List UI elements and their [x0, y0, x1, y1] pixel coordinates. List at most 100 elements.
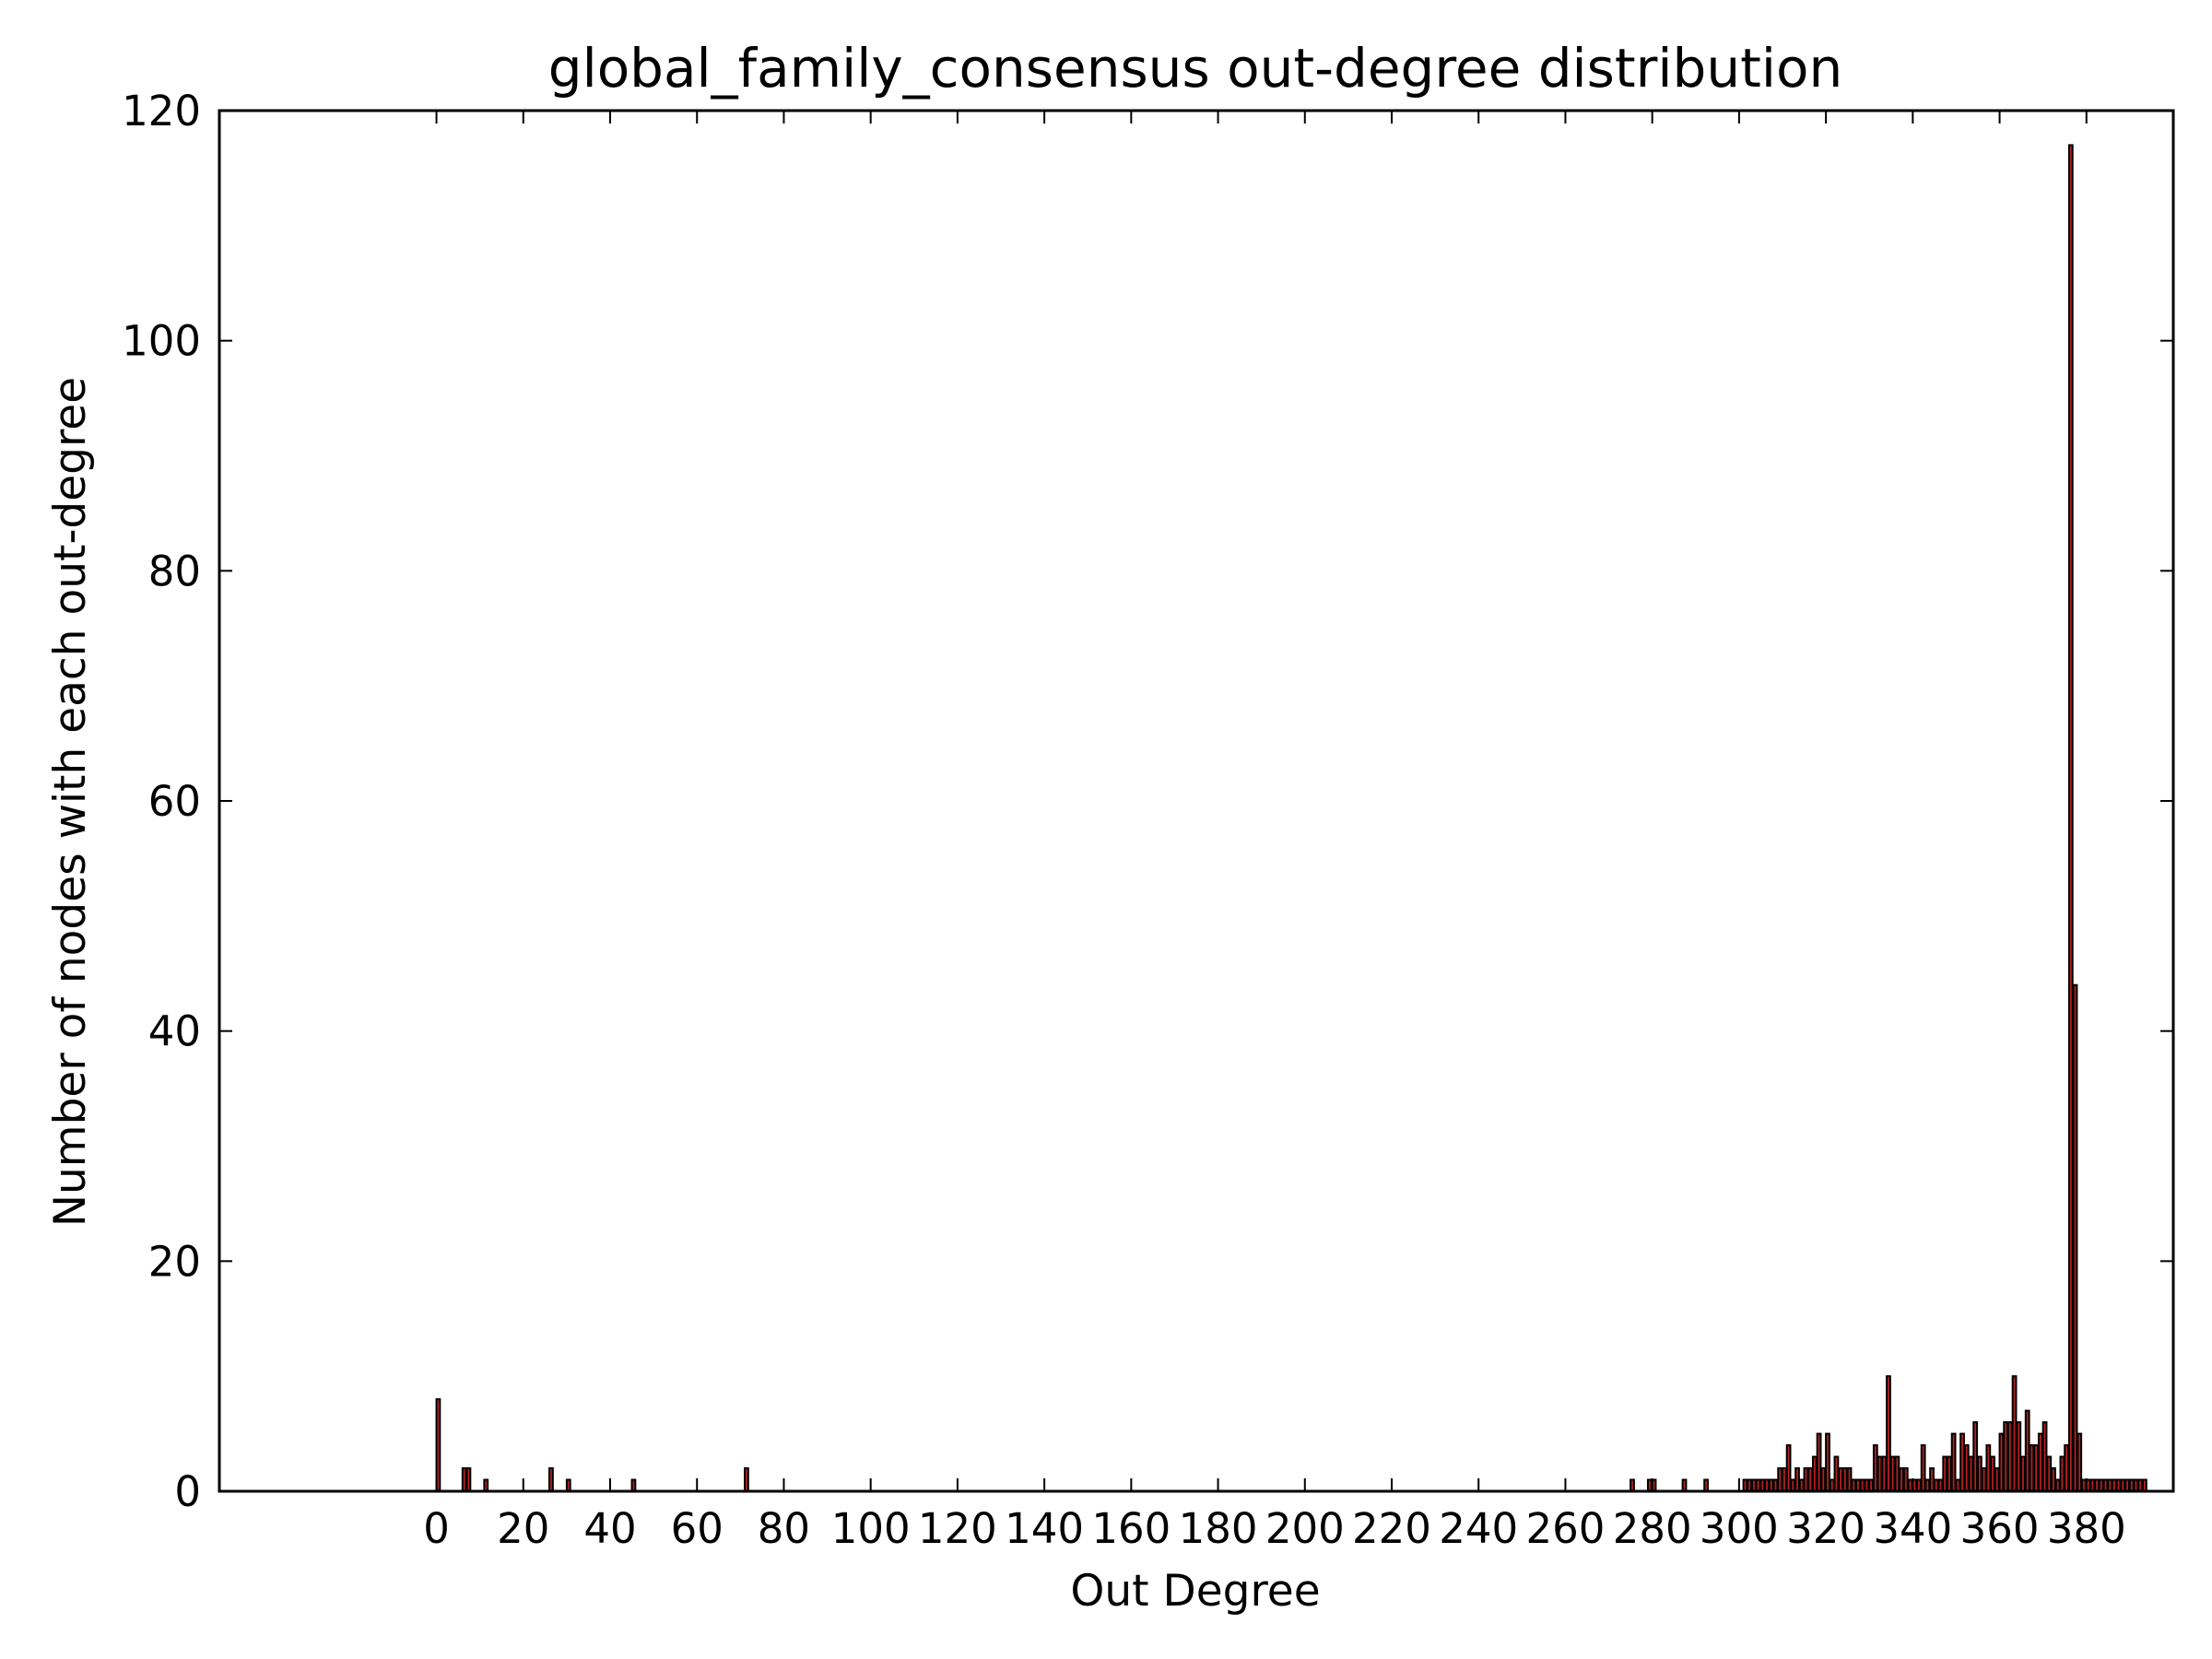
- bar-degree-348: [1947, 1455, 1952, 1493]
- bar-degree-301: [1742, 1478, 1748, 1493]
- bar-degree-364: [2016, 1421, 2022, 1492]
- bar-degree-381: [2089, 1478, 2096, 1493]
- bar-degree-390: [2128, 1478, 2135, 1493]
- ticks-group: 0 20 40 60 80 100 120 140 160 180 200 220 240 260 280 3…: [122, 87, 2173, 1553]
- bar-degree-362: [2006, 1421, 2013, 1492]
- x-tick-label-340: 340: [1873, 1504, 1952, 1553]
- x-tick-label-280: 280: [1613, 1504, 1692, 1553]
- bar-degree-376: [2067, 144, 2074, 1493]
- bar-degree-370: [2041, 1421, 2048, 1492]
- bar-degree-345: [1933, 1478, 1939, 1493]
- bar-degree-279: [1646, 1478, 1653, 1493]
- x-tick-label-80: 80: [758, 1504, 810, 1553]
- bar-degree-311: [1785, 1444, 1792, 1492]
- bar-degree-346: [1937, 1478, 1944, 1493]
- y-tick-label-40: 40: [148, 1007, 201, 1056]
- bar-degree-330: [1868, 1478, 1874, 1493]
- bar-degree-312: [1790, 1478, 1796, 1493]
- x-axis-label: Out Degree: [1070, 1566, 1320, 1617]
- bar-degree-71: [744, 1467, 749, 1492]
- bar-degree-343: [1924, 1478, 1931, 1493]
- bar-degree-344: [1929, 1467, 1935, 1492]
- bar-degree-366: [2024, 1409, 2030, 1493]
- bar-degree-30: [565, 1478, 571, 1493]
- bar-degree-374: [2059, 1455, 2065, 1493]
- y-tick-label-120: 120: [122, 87, 201, 135]
- bar-degree-382: [2094, 1478, 2100, 1493]
- bar-degree-387: [2115, 1478, 2122, 1493]
- bar-degree-385: [2107, 1478, 2113, 1493]
- x-tick-label-0: 0: [423, 1504, 450, 1553]
- bar-degree-335: [1889, 1455, 1896, 1493]
- bar-degree-11: [483, 1478, 489, 1493]
- bar-degree-315: [1803, 1467, 1809, 1492]
- bar-degree-379: [2081, 1478, 2087, 1493]
- x-tick-label-60: 60: [671, 1504, 724, 1553]
- bar-degree-393: [2142, 1478, 2147, 1493]
- bar-degree-314: [1798, 1478, 1805, 1493]
- bar-degree-375: [2064, 1444, 2069, 1492]
- bar-degree-354: [1972, 1421, 1979, 1492]
- bar-degree-357: [1985, 1444, 1992, 1492]
- bar-degree-306: [1764, 1478, 1770, 1493]
- bar-degree-342: [1920, 1444, 1926, 1492]
- bar-degree-386: [2112, 1478, 2117, 1493]
- bar-degree-305: [1759, 1478, 1766, 1493]
- bar-degree-334: [1886, 1375, 1891, 1492]
- bar-degree-350: [1955, 1478, 1961, 1493]
- x-tick-label-160: 160: [1091, 1504, 1171, 1553]
- bar-degree-383: [2098, 1478, 2104, 1493]
- bar-degree-356: [1981, 1467, 1987, 1492]
- x-tick-label-360: 360: [1960, 1504, 2040, 1553]
- bar-degree-303: [1751, 1478, 1757, 1493]
- bar-degree-368: [2033, 1444, 2040, 1492]
- bar-degree-310: [1782, 1467, 1787, 1492]
- y-axis-label: Number of nodes with each out-degree: [45, 377, 96, 1227]
- bar-degree-336: [1894, 1455, 1900, 1493]
- bar-degree-325: [1846, 1467, 1853, 1492]
- bar-degree-7: [465, 1467, 472, 1492]
- bar-degree-323: [1838, 1467, 1844, 1492]
- bar-degree-372: [2051, 1467, 2056, 1492]
- x-tick-label-180: 180: [1179, 1504, 1258, 1553]
- bar-degree-327: [1855, 1478, 1861, 1493]
- bar-degree-292: [1703, 1478, 1709, 1493]
- x-tick-label-220: 220: [1352, 1504, 1431, 1553]
- bar-degree-355: [1977, 1455, 1983, 1493]
- x-tick-label-200: 200: [1265, 1504, 1345, 1553]
- bar-degree-349: [1950, 1432, 1957, 1493]
- bar-degree-392: [2137, 1478, 2144, 1493]
- bar-degree-302: [1747, 1478, 1753, 1493]
- bar-degree-338: [1902, 1467, 1909, 1492]
- bar-degree-369: [2037, 1432, 2043, 1493]
- bar-degree-321: [1829, 1478, 1835, 1493]
- bar-degree-307: [1768, 1478, 1774, 1493]
- bar-degree-6: [461, 1467, 467, 1492]
- bar-degree-45: [630, 1478, 637, 1493]
- bar-degree-373: [2054, 1478, 2061, 1493]
- x-tick-label-20: 20: [497, 1504, 549, 1553]
- bar-degree-319: [1820, 1467, 1827, 1492]
- bar-degree-308: [1772, 1478, 1779, 1493]
- bar-degree-358: [1990, 1455, 1995, 1493]
- bar-degree-331: [1872, 1444, 1878, 1492]
- bar-degree-304: [1755, 1478, 1761, 1493]
- bar-degree-341: [1916, 1478, 1922, 1493]
- x-tick-label-40: 40: [583, 1504, 636, 1553]
- bar-degree-326: [1851, 1478, 1857, 1493]
- bar-degree-365: [2020, 1455, 2026, 1493]
- bar-degree-378: [2077, 1432, 2083, 1493]
- bar-degree-347: [1942, 1455, 1948, 1493]
- bar-degree-367: [2029, 1444, 2035, 1492]
- bar-degree-313: [1794, 1467, 1800, 1492]
- x-tick-label-380: 380: [2047, 1504, 2126, 1553]
- bar-degree-371: [2046, 1455, 2053, 1493]
- bar-degree-316: [1807, 1467, 1814, 1492]
- bar-degree-317: [1811, 1455, 1818, 1493]
- x-tick-label-120: 120: [918, 1504, 997, 1553]
- bar-degree-309: [1777, 1467, 1783, 1492]
- bar-degree-333: [1881, 1455, 1888, 1493]
- bar-degree-0: [435, 1398, 441, 1492]
